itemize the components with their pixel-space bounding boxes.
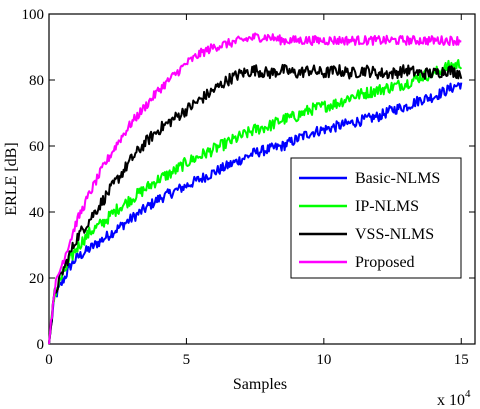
- x-tick-label: 10: [316, 352, 331, 368]
- series-line-vss-nlms: [48, 63, 463, 345]
- series-line-proposed: [48, 32, 462, 345]
- x-tick-label: 0: [45, 352, 53, 368]
- x-multiplier-label: x 104: [437, 388, 471, 409]
- series-layer: [48, 32, 463, 345]
- y-tick-label: 80: [29, 73, 44, 89]
- x-multiplier-exponent: 4: [465, 388, 471, 400]
- x-multiplier-base: x 10: [437, 392, 465, 409]
- legend-label: Basic-NLMS: [355, 170, 440, 187]
- legend-label: IP-NLMS: [355, 198, 419, 215]
- series-line-ip-nlms: [48, 59, 463, 345]
- legend-label: VSS-NLMS: [355, 226, 434, 243]
- x-tick-label: 15: [454, 352, 469, 368]
- series-line-basic-nlms: [48, 82, 463, 345]
- y-tick-label: 60: [29, 139, 44, 155]
- legend: Basic-NLMS IP-NLMS VSS-NLMS Proposed: [290, 157, 462, 279]
- legend-label: Proposed: [355, 254, 415, 271]
- y-tick-label: 100: [22, 7, 45, 23]
- y-tick-label: 40: [29, 205, 44, 221]
- x-tick-label: 5: [183, 352, 191, 368]
- y-tick-label: 20: [29, 271, 44, 287]
- y-axis-label: ERLE [dB]: [3, 142, 20, 215]
- y-tick-label: 0: [37, 337, 45, 353]
- x-axis-label: Samples: [233, 376, 287, 393]
- axis-ticks: 0 5 10 15 0 20 40 60 80 100: [22, 7, 475, 368]
